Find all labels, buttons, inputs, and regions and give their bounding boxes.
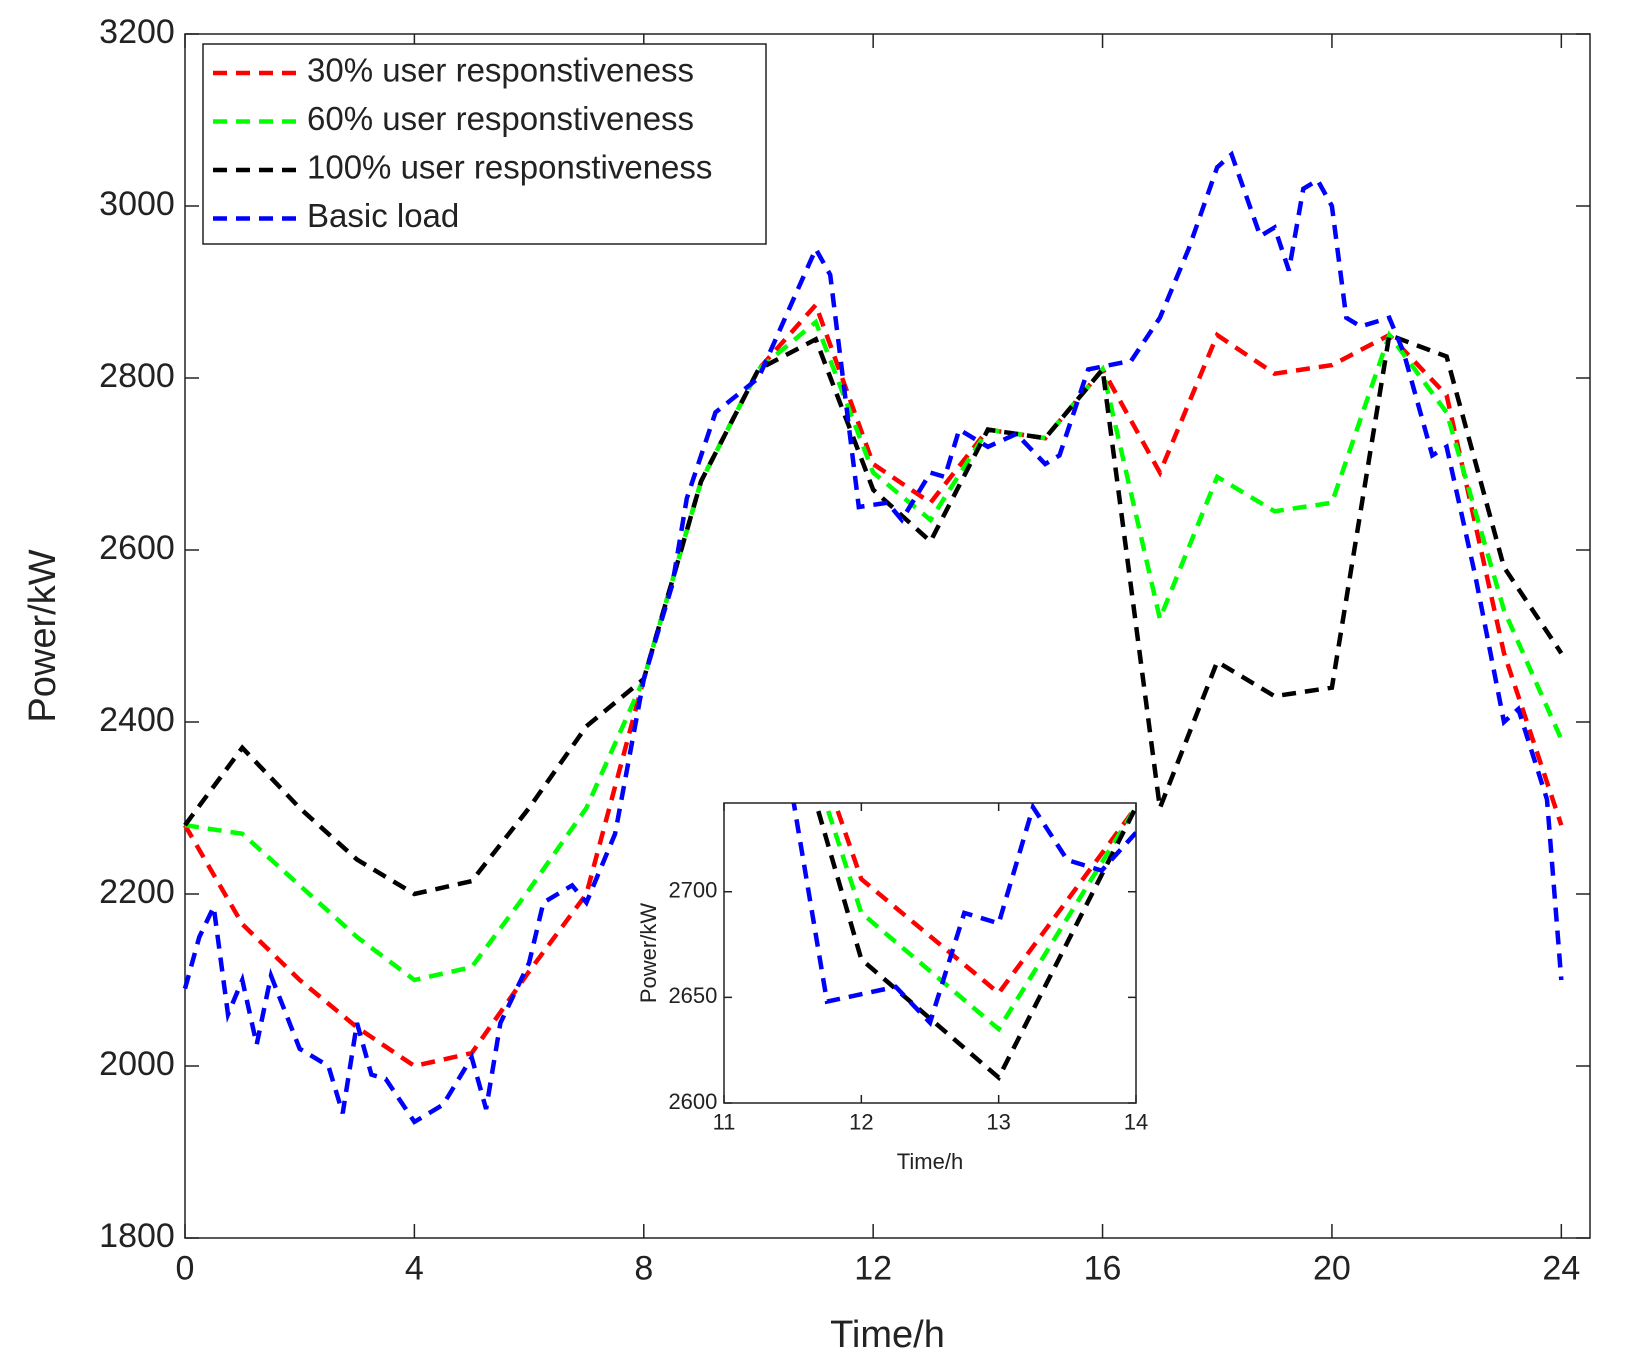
x-tick-label: 12 — [854, 1249, 892, 1287]
x-axis-label: Time/h — [897, 1149, 963, 1174]
x-tick-label: 13 — [986, 1110, 1010, 1135]
plot-area — [723, 802, 1137, 1104]
series-line — [791, 803, 1136, 1028]
y-tick-label: 2600 — [668, 1089, 717, 1114]
y-tick-label: 2600 — [99, 529, 175, 567]
series-line — [832, 803, 1136, 997]
y-tick-label: 3200 — [99, 13, 175, 51]
y-tick-label: 2700 — [668, 878, 717, 903]
y-axis-label: Power/kW — [22, 549, 64, 722]
series-line — [813, 803, 1136, 1082]
y-tick-label: 3000 — [99, 185, 175, 223]
y-tick-label: 2000 — [99, 1045, 175, 1083]
y-tick-label: 1800 — [99, 1217, 175, 1255]
x-tick-label: 4 — [405, 1249, 424, 1287]
x-tick-label: 16 — [1084, 1249, 1122, 1287]
legend-label: 60% user responstiveness — [307, 100, 694, 137]
plot-lines — [182, 150, 1564, 1125]
x-tick-label: 8 — [634, 1249, 653, 1287]
x-axis-label: Time/h — [830, 1314, 945, 1356]
x-tick-label: 20 — [1313, 1249, 1351, 1287]
x-tick-label: 11 — [713, 1110, 736, 1135]
x-tick-label: 12 — [849, 1110, 873, 1135]
series-line — [182, 150, 1564, 1125]
legend-label: 100% user responstiveness — [307, 149, 712, 186]
series-line — [183, 300, 1564, 1069]
series-line — [823, 803, 1136, 1033]
legend-box — [202, 43, 767, 245]
x-tick-label: 24 — [1542, 1249, 1580, 1287]
y-tick-label: 2650 — [668, 983, 717, 1008]
series-line — [184, 318, 1564, 983]
y-tick-label: 2800 — [99, 357, 175, 395]
y-tick-label: 2200 — [99, 873, 175, 911]
plot-lines — [791, 803, 1136, 1082]
x-tick-label: 0 — [176, 1249, 195, 1287]
legend-label: Basic load — [307, 197, 459, 234]
y-tick-label: 2400 — [99, 701, 175, 739]
x-tick-label: 14 — [1124, 1110, 1148, 1135]
y-axis-label: Power/kW — [636, 903, 661, 1003]
legend-label: 30% user responstiveness — [307, 52, 694, 89]
series-line — [183, 331, 1564, 897]
